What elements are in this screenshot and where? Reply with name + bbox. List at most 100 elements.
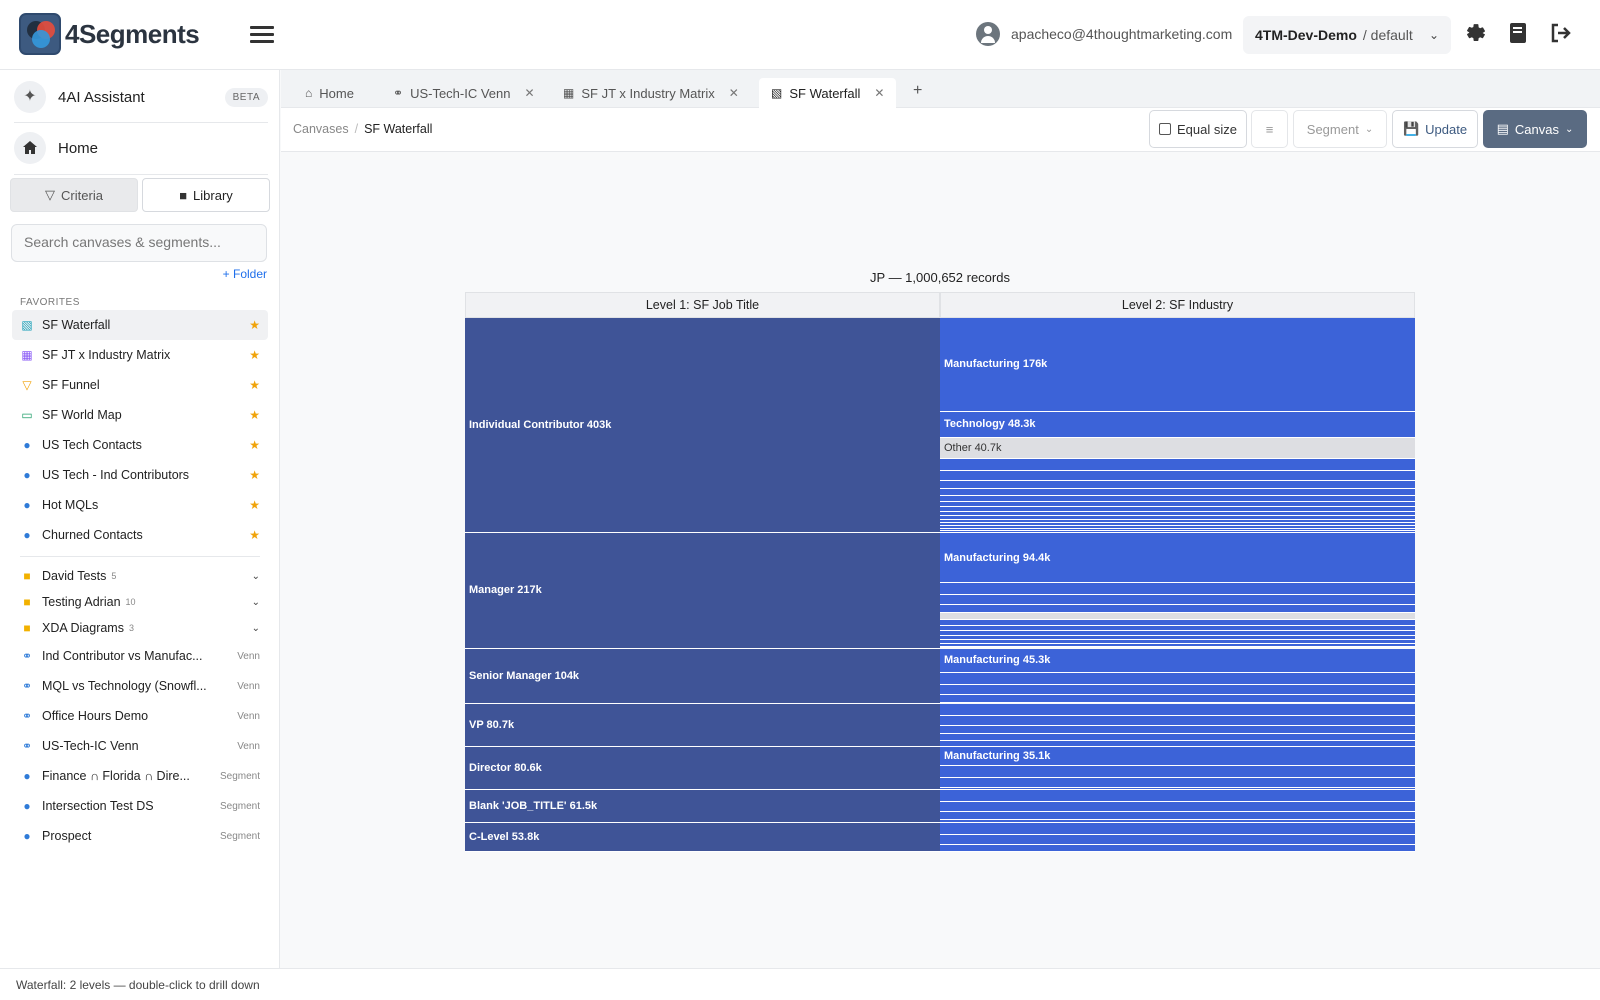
sidebar-item-sf-funnel[interactable]: ▽ SF Funnel ★ (12, 370, 268, 400)
sidebar-item-hot-mqls[interactable]: ● Hot MQLs ★ (12, 490, 268, 520)
level2-block[interactable]: Manufacturing 176k (940, 318, 1415, 412)
star-icon[interactable]: ★ (249, 528, 260, 542)
tab-home[interactable]: ⌂ Home (293, 78, 366, 108)
sidebar-item-us-tech-ind[interactable]: ● US Tech - Ind Contributors ★ (12, 460, 268, 490)
sidebar-item-sf-jt-matrix[interactable]: ▦ SF JT x Industry Matrix ★ (12, 340, 268, 370)
level2-stripe[interactable] (940, 512, 1415, 517)
level1-block[interactable]: VP 80.7k (465, 704, 940, 748)
folder-xda-diagrams[interactable]: ■ XDA Diagrams 3 ⌄ (12, 615, 268, 641)
level2-block[interactable]: Manufacturing 35.1k (940, 747, 1415, 767)
sidebar-item-sf-waterfall[interactable]: ▧ SF Waterfall ★ (12, 310, 268, 340)
level1-block[interactable]: Manager 217k (465, 533, 940, 649)
level2-stripe[interactable] (940, 726, 1415, 735)
folder-david-tests[interactable]: ■ David Tests 5 ⌄ (12, 563, 268, 589)
level1-block[interactable]: Director 80.6k (465, 747, 940, 791)
add-tab-icon[interactable]: + (913, 82, 923, 99)
library-item[interactable]: ⚭ Office Hours Demo Venn (12, 701, 268, 731)
level2-stripe[interactable] (940, 526, 1415, 530)
sidebar-item-churned[interactable]: ● Churned Contacts ★ (12, 520, 268, 550)
criteria-button[interactable]: ▽ Criteria (10, 178, 138, 212)
level2-stripe[interactable] (940, 695, 1415, 704)
level2-stripe[interactable] (940, 507, 1415, 513)
level2-stripe[interactable] (940, 802, 1415, 813)
level2-stripe[interactable] (940, 631, 1415, 637)
level2-stripe[interactable] (940, 716, 1415, 727)
level2-stripe[interactable] (940, 516, 1415, 521)
level2-stripe[interactable] (940, 531, 1415, 534)
star-icon[interactable]: ★ (249, 348, 260, 362)
level2-stripe[interactable] (940, 820, 1415, 824)
level2-block[interactable]: Technology 48.3k (940, 411, 1415, 438)
level2-stripe[interactable] (940, 835, 1415, 846)
sidebar-item-us-tech-contacts[interactable]: ● US Tech Contacts ★ (12, 430, 268, 460)
star-icon[interactable]: ★ (249, 498, 260, 512)
level1-block[interactable]: Blank 'JOB_TITLE' 61.5k (465, 790, 940, 824)
list-view-button[interactable]: ≡ (1251, 110, 1288, 148)
star-icon[interactable]: ★ (249, 438, 260, 452)
level1-block[interactable]: Individual Contributor 403k (465, 318, 940, 534)
close-icon[interactable]: ✕ (524, 86, 535, 100)
level2-stripe[interactable] (940, 788, 1415, 791)
sidebar-item-sf-world-map[interactable]: ▭ SF World Map ★ (12, 400, 268, 430)
user-menu[interactable]: apacheco@4thoughtmarketing.com (976, 22, 1232, 46)
library-item[interactable]: ⚭ Ind Contributor vs Manufac... Venn (12, 641, 268, 671)
chevron-down-icon[interactable]: ⌄ (251, 596, 260, 608)
level2-stripe[interactable] (940, 583, 1415, 596)
tab-sf-waterfall[interactable]: ▧ SF Waterfall ✕ (759, 78, 897, 108)
level2-stripe[interactable] (940, 823, 1415, 836)
level2-stripe[interactable] (940, 741, 1415, 748)
level2-stripe[interactable] (940, 595, 1415, 606)
level2-stripe[interactable] (940, 605, 1415, 614)
level2-stripe[interactable] (940, 489, 1415, 497)
chevron-down-icon[interactable]: ⌄ (251, 570, 260, 582)
equal-size-checkbox[interactable]: Equal size (1149, 110, 1247, 148)
tab-sf-jt-matrix[interactable]: ▦ SF JT x Industry Matrix ✕ (551, 78, 751, 108)
level2-stripe[interactable] (940, 529, 1415, 532)
close-icon[interactable]: ✕ (874, 86, 885, 100)
menu-toggle-icon[interactable] (250, 22, 274, 46)
star-icon[interactable]: ★ (249, 378, 260, 392)
level2-stripe[interactable] (940, 704, 1415, 717)
star-icon[interactable]: ★ (249, 318, 260, 332)
folder-testing-adrian[interactable]: ■ Testing Adrian 10 ⌄ (12, 589, 268, 615)
level2-stripe[interactable] (940, 644, 1415, 648)
star-icon[interactable]: ★ (249, 468, 260, 482)
add-folder-link[interactable]: + Folder (222, 267, 267, 281)
book-icon[interactable] (1506, 22, 1530, 46)
level2-stripe[interactable] (940, 523, 1415, 527)
level2-stripe[interactable] (940, 613, 1415, 621)
library-item[interactable]: ● Intersection Test DS Segment (12, 791, 268, 821)
level2-stripe[interactable] (940, 459, 1415, 472)
gear-icon[interactable] (1464, 22, 1488, 46)
level1-block[interactable]: Senior Manager 104k (465, 648, 940, 705)
level2-stripe[interactable] (940, 626, 1415, 632)
level2-block[interactable]: Manufacturing 94.4k (940, 533, 1415, 584)
level2-stripe[interactable] (940, 496, 1415, 503)
close-icon[interactable]: ✕ (728, 86, 739, 100)
library-item[interactable]: ⚭ US-Tech-IC Venn Venn (12, 731, 268, 761)
app-logo[interactable]: 4Segments (19, 13, 200, 55)
library-item[interactable]: ⚭ MQL vs Technology (Snowfl... Venn (12, 671, 268, 701)
library-item[interactable]: ● Finance ∩ Florida ∩ Dire... Segment (12, 761, 268, 791)
star-icon[interactable]: ★ (249, 408, 260, 422)
level2-stripe[interactable] (940, 790, 1415, 803)
level2-stripe[interactable] (940, 685, 1415, 696)
level2-stripe[interactable] (940, 734, 1415, 742)
level2-stripe[interactable] (940, 502, 1415, 508)
ai-assistant[interactable]: ✦ 4AI Assistant BETA (14, 80, 268, 114)
level2-stripe[interactable] (940, 766, 1415, 779)
canvas-dropdown[interactable]: ▤ Canvas ⌄ (1483, 110, 1587, 148)
level2-stripe[interactable] (940, 636, 1415, 641)
tab-us-tech-ic-venn[interactable]: ⚭ US-Tech-IC Venn ✕ (381, 78, 547, 108)
chevron-down-icon[interactable]: ⌄ (251, 622, 260, 634)
logout-icon[interactable] (1548, 22, 1572, 46)
level2-stripe[interactable] (940, 520, 1415, 524)
level2-stripe[interactable] (940, 620, 1415, 627)
level2-stripe[interactable] (940, 640, 1415, 645)
breadcrumb-root[interactable]: Canvases (293, 122, 349, 136)
level2-stripe[interactable] (940, 845, 1415, 852)
update-button[interactable]: 💾 Update (1392, 110, 1478, 148)
sidebar-item-home[interactable]: Home (14, 130, 268, 166)
level2-stripe[interactable] (940, 778, 1415, 789)
level2-stripe[interactable] (940, 471, 1415, 482)
